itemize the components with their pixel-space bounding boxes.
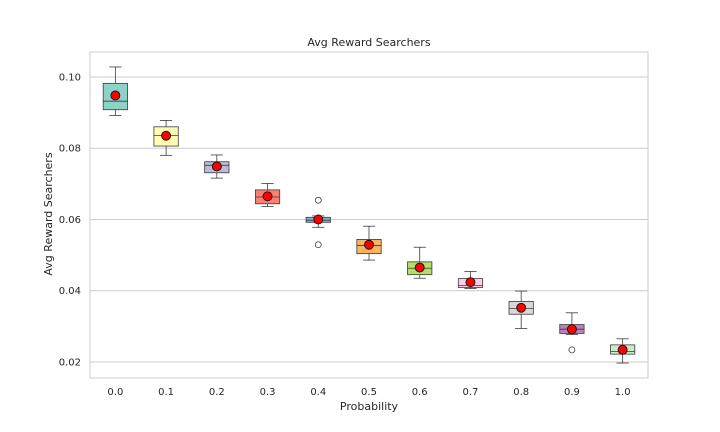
mean-marker: [211, 161, 222, 172]
y-tick-label: 0.08: [59, 144, 81, 155]
mean-marker: [313, 214, 324, 225]
x-tick-label: 0.6: [412, 387, 428, 398]
box-group-0.8: [508, 290, 534, 329]
x-tick-label: 0.9: [564, 387, 580, 398]
y-tick-label: 0.10: [59, 72, 81, 83]
mean-marker: [465, 277, 476, 288]
box-group-0.2: [204, 154, 230, 179]
mean-marker: [414, 262, 425, 273]
outlier-point: [314, 241, 322, 249]
y-tick-labels: 0.02 0.04 0.06 0.08 0.10: [59, 72, 81, 368]
x-tick-label: 0.0: [107, 387, 123, 398]
mean-marker: [516, 302, 527, 313]
box-group-0.9: [559, 312, 585, 354]
box-group-0.7: [457, 271, 484, 289]
outlier-point: [568, 346, 576, 354]
boxes: [102, 66, 636, 364]
y-tick-label: 0.06: [59, 215, 81, 226]
x-axis-label: Probability: [340, 400, 399, 413]
box-group-0.6: [407, 246, 433, 279]
box-group-0.1: [153, 120, 179, 156]
mean-marker: [364, 239, 374, 250]
mean-marker: [262, 191, 273, 202]
x-tick-label: 0.7: [463, 387, 479, 398]
x-tick-label: 0.5: [361, 387, 377, 398]
x-tick-labels: 0.0 0.1 0.2 0.3 0.4 0.5 0.6 0.7 0.8 0.9 1.0: [107, 387, 630, 398]
box-group-0.3: [254, 183, 281, 208]
y-axis-label: Avg Reward Searchers: [42, 152, 55, 275]
x-tick-label: 0.2: [209, 387, 225, 398]
x-tick-label: 0.4: [310, 387, 326, 398]
y-gridlines: [90, 76, 648, 363]
outlier-point: [314, 196, 322, 204]
box-group-0.0: [102, 66, 128, 116]
y-tick-label: 0.04: [59, 286, 81, 297]
x-tick-label: 0.3: [260, 387, 276, 398]
y-tick-label: 0.02: [59, 357, 81, 368]
chart-title: Avg Reward Searchers: [307, 36, 430, 49]
plot-frame: [89, 51, 649, 379]
mean-marker: [617, 344, 628, 355]
x-tick-label: 0.1: [158, 387, 174, 398]
mean-marker: [566, 324, 577, 335]
x-tick-label: 0.8: [513, 387, 529, 398]
box-group-1.0: [610, 338, 636, 364]
mean-marker: [161, 130, 172, 141]
mean-marker: [110, 90, 121, 101]
x-tick-label: 1.0: [615, 387, 631, 398]
box-group-0.4: [305, 196, 331, 249]
box-group-0.5: [356, 225, 382, 261]
